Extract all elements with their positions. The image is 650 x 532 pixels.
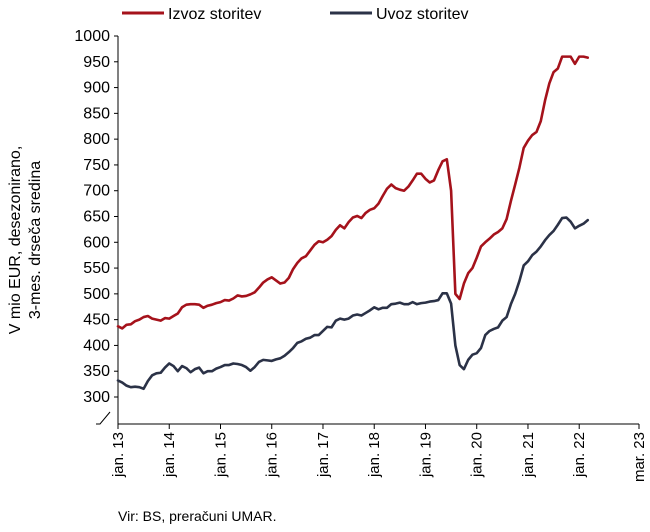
- x-tick-label: jan. 13: [110, 432, 127, 478]
- legend-label-izvoz: Izvoz storitev: [168, 6, 261, 23]
- x-tick-label: jan. 21: [520, 432, 537, 478]
- series-lines: [116, 55, 590, 391]
- y-tick-label: 900: [83, 80, 110, 97]
- y-tick-label: 1000: [74, 28, 110, 45]
- x-tick-label: jan. 20: [469, 432, 486, 478]
- y-tick-label: 800: [83, 131, 110, 148]
- x-tick-label: mar. 23: [631, 432, 648, 482]
- y-tick-label: 300: [83, 389, 110, 406]
- x-tick-label: jan. 18: [366, 432, 383, 478]
- x-tick-label: jan. 19: [417, 432, 434, 478]
- series-line-izvoz: [116, 55, 590, 330]
- x-tick-label: jan. 16: [264, 432, 281, 478]
- legend: Izvoz storitev Uvoz storitev: [122, 6, 468, 23]
- y-tick-label: 650: [83, 209, 110, 226]
- y-tick-label: 850: [83, 105, 110, 122]
- y-tick-label: 350: [83, 363, 110, 380]
- y-tick-label: 950: [83, 54, 110, 71]
- y-axis-title: V mio EUR, desezonirano, 3-mes. drseča sr…: [7, 146, 44, 335]
- y-tick-label: 550: [83, 260, 110, 277]
- x-tick-label: jan. 15: [212, 432, 229, 478]
- y-tick-label: 450: [83, 312, 110, 329]
- x-tick-label: jan. 22: [571, 432, 588, 478]
- y-tick-label: 500: [83, 286, 110, 303]
- y-axis-title-line: V mio EUR, desezonirano,: [7, 146, 24, 335]
- series-line-uvoz: [116, 216, 590, 391]
- axis-break-mark: [96, 411, 111, 425]
- y-tick-label: 750: [83, 157, 110, 174]
- source-note: Vir: BS, preračuni UMAR.: [118, 508, 277, 524]
- y-tick-label: 700: [83, 183, 110, 200]
- y-axis: 300 350 400 450 500 550 600 650 700 750 800 850 900 9…: [74, 28, 119, 425]
- legend-label-uvoz: Uvoz storitev: [376, 6, 468, 23]
- x-axis: jan. 13 jan. 14 jan. 15 jan. 16 jan. 17 jan. …: [110, 423, 648, 482]
- x-tick-label: jan. 14: [161, 432, 178, 478]
- y-tick-label: 400: [83, 337, 110, 354]
- y-axis-title-line: 3-mes. drseča sredina: [27, 161, 44, 319]
- y-tick-label: 600: [83, 234, 110, 251]
- x-tick-label: jan. 17: [315, 432, 332, 478]
